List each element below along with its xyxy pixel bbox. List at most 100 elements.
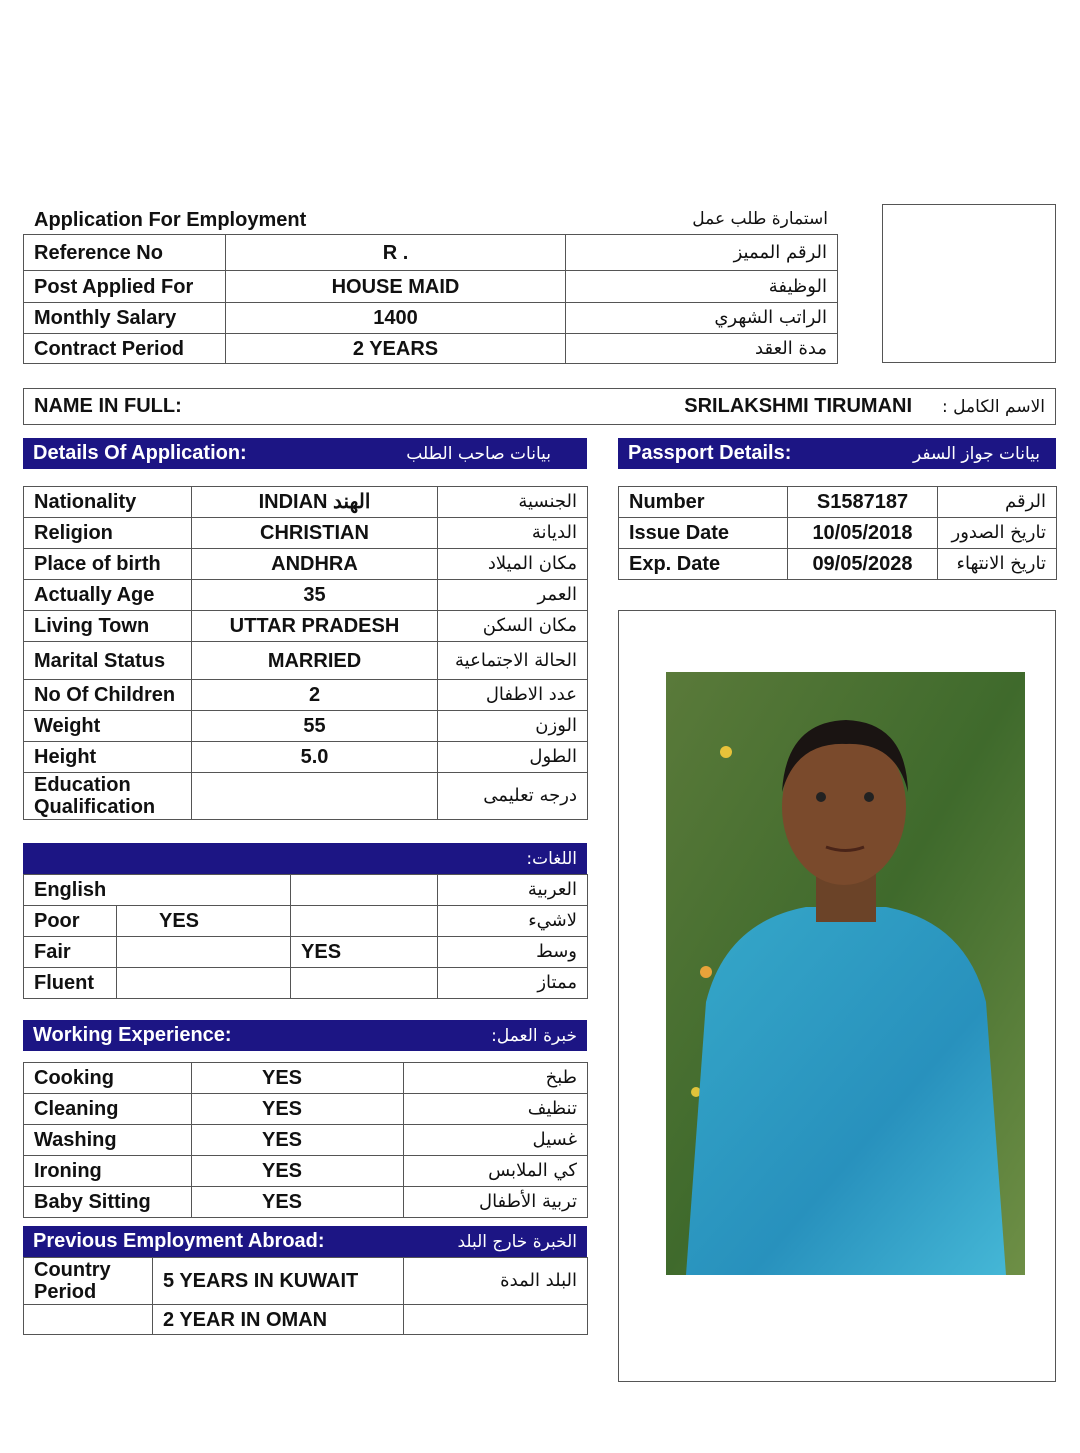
row-value: ANDHRA bbox=[191, 548, 438, 580]
row-value: 35 bbox=[191, 579, 438, 611]
abroad-value: 2 YEAR IN OMAN bbox=[152, 1304, 404, 1335]
row-label-arabic: الجنسية bbox=[437, 486, 588, 518]
row-label: Baby Sitting bbox=[23, 1186, 192, 1218]
row-label: Living Town bbox=[23, 610, 192, 642]
row-label-arabic: تاريخ الصدور bbox=[937, 517, 1057, 549]
row-label: Place of birth bbox=[23, 548, 192, 580]
languages-table: English العربية Poor YES لاشيء Fair YES وسط Flue… bbox=[22, 874, 589, 999]
experience-header: Working Experience: خبرة العمل: bbox=[23, 1020, 587, 1051]
experience-title-arabic: خبرة العمل: bbox=[491, 1025, 577, 1046]
row-value: HOUSE MAID bbox=[225, 270, 566, 303]
row-label-arabic: عدد الاطفال bbox=[437, 679, 588, 711]
table-row: Education Qualification درجه تعليمى bbox=[23, 772, 588, 820]
row-label-arabic: مكان السكن bbox=[437, 610, 588, 642]
row-label-arabic: الوزن bbox=[437, 710, 588, 742]
abroad-empty bbox=[23, 1304, 153, 1335]
row-label: Height bbox=[23, 741, 192, 773]
abroad-header: Previous Employment Abroad: الخبرة خارج … bbox=[23, 1226, 587, 1257]
table-row: Weight 55 الوزن bbox=[23, 710, 588, 742]
row-value bbox=[191, 772, 438, 820]
details-title-arabic: بيانات صاحب الطلب bbox=[406, 443, 551, 464]
photo-frame bbox=[618, 610, 1056, 1382]
languages-title-arabic: اللغات: bbox=[526, 848, 577, 869]
details-header: Details Of Application: بيانات صاحب الطل… bbox=[23, 438, 587, 469]
row-label: Washing bbox=[23, 1124, 192, 1156]
stamp-box bbox=[882, 204, 1056, 363]
table-row: Marital Status MARRIED الحالة الاجتماعية bbox=[23, 641, 588, 680]
row-label: Religion bbox=[23, 517, 192, 549]
abroad-row: 2 YEAR IN OMAN bbox=[23, 1304, 588, 1335]
row-label-arabic: تاريخ الانتهاء bbox=[937, 548, 1057, 580]
form-title: Application For Employment bbox=[34, 209, 307, 231]
row-label: Actually Age bbox=[23, 579, 192, 611]
table-row: Contract Period 2 YEARS مدة العقد bbox=[23, 333, 838, 364]
row-label-arabic: الديانة bbox=[437, 517, 588, 549]
name-row: NAME IN FULL: SRILAKSHMI TIRUMANI الاسم … bbox=[23, 388, 1056, 425]
row-value: 09/05/2028 bbox=[787, 548, 938, 580]
table-row: Baby Sitting YES تربية الأطفال bbox=[23, 1186, 588, 1218]
english-level bbox=[115, 936, 292, 968]
abroad-empty bbox=[403, 1304, 588, 1335]
experience-title: Working Experience: bbox=[33, 1024, 232, 1046]
row-label: Post Applied For bbox=[23, 270, 226, 303]
row-label: Nationality bbox=[23, 486, 192, 518]
table-row: Cooking YES طبخ bbox=[23, 1062, 588, 1094]
name-value: SRILAKSHMI TIRUMANI bbox=[684, 395, 913, 417]
level-label: Fluent bbox=[23, 967, 117, 999]
row-value: 1400 bbox=[225, 302, 566, 334]
table-row: Number S1587187 الرقم bbox=[618, 486, 1057, 518]
abroad-row: Country Period 5 YEARS IN KUWAIT البلد ا… bbox=[23, 1257, 588, 1305]
table-row: Poor YES لاشيء bbox=[23, 905, 589, 937]
language-arabic: العربية bbox=[437, 874, 589, 906]
row-label-arabic: طبخ bbox=[403, 1062, 588, 1094]
row-label-arabic: تنظيف bbox=[403, 1093, 588, 1125]
level-label-arabic: وسط bbox=[437, 936, 589, 968]
row-value: 55 bbox=[191, 710, 438, 742]
table-row: Post Applied For HOUSE MAID الوظيفة bbox=[23, 270, 838, 303]
row-label-arabic: غسيل bbox=[403, 1124, 588, 1156]
row-value: R . bbox=[225, 234, 566, 271]
table-row: Ironing YES كي الملابس bbox=[23, 1155, 588, 1187]
abroad-value: 5 YEARS IN KUWAIT bbox=[152, 1257, 404, 1305]
english-level: YES bbox=[115, 905, 292, 937]
row-value: INDIAN الهند bbox=[191, 486, 438, 518]
applicant-photo bbox=[666, 672, 1025, 1275]
row-value: YES bbox=[191, 1186, 404, 1218]
table-row: Issue Date 10/05/2018 تاريخ الصدور bbox=[618, 517, 1057, 549]
experience-table: Cooking YES طبخ Cleaning YES تنظيف Washing YES غ… bbox=[23, 1062, 588, 1218]
row-label: Exp. Date bbox=[618, 548, 788, 580]
passport-header: Passport Details: بيانات جواز السفر bbox=[618, 438, 1056, 469]
details-title: Details Of Application: bbox=[33, 442, 247, 464]
row-value: YES bbox=[191, 1093, 404, 1125]
level-label-arabic: لاشيء bbox=[437, 905, 589, 937]
abroad-label-arabic: البلد المدة bbox=[403, 1257, 588, 1305]
row-value: CHRISTIAN bbox=[191, 517, 438, 549]
row-label: Contract Period bbox=[23, 333, 226, 364]
row-label: Marital Status bbox=[23, 641, 192, 680]
row-label-arabic: تربية الأطفال bbox=[403, 1186, 588, 1218]
row-value: 2 YEARS bbox=[225, 333, 566, 364]
row-label: Education Qualification bbox=[23, 772, 192, 820]
row-label: Number bbox=[618, 486, 788, 518]
row-label-arabic: الوظيفة bbox=[565, 270, 838, 303]
table-row: No Of Children 2 عدد الاطفال bbox=[23, 679, 588, 711]
row-label-arabic: العمر bbox=[437, 579, 588, 611]
row-label: Reference No bbox=[23, 234, 226, 271]
level-label-arabic: ممتاز bbox=[437, 967, 589, 999]
row-label: Monthly Salary bbox=[23, 302, 226, 334]
row-value: 2 bbox=[191, 679, 438, 711]
table-row: Reference No R . الرقم المميز bbox=[23, 234, 838, 271]
table-row: Exp. Date 09/05/2028 تاريخ الانتهاء bbox=[618, 548, 1057, 580]
arabic-level bbox=[290, 967, 439, 999]
table-row: Living Town UTTAR PRADESH مكان السكن bbox=[23, 610, 588, 642]
row-label: Ironing bbox=[23, 1155, 192, 1187]
table-row: Washing YES غسيل bbox=[23, 1124, 588, 1156]
row-label-arabic: مكان الميلاد bbox=[437, 548, 588, 580]
row-label: Cleaning bbox=[23, 1093, 192, 1125]
row-label-arabic: الحالة الاجتماعية bbox=[437, 641, 588, 680]
language-english: English bbox=[22, 874, 292, 906]
passport-title-arabic: بيانات جواز السفر bbox=[912, 443, 1040, 464]
row-label-arabic: الطول bbox=[437, 741, 588, 773]
row-label-arabic: كي الملابس bbox=[403, 1155, 588, 1187]
